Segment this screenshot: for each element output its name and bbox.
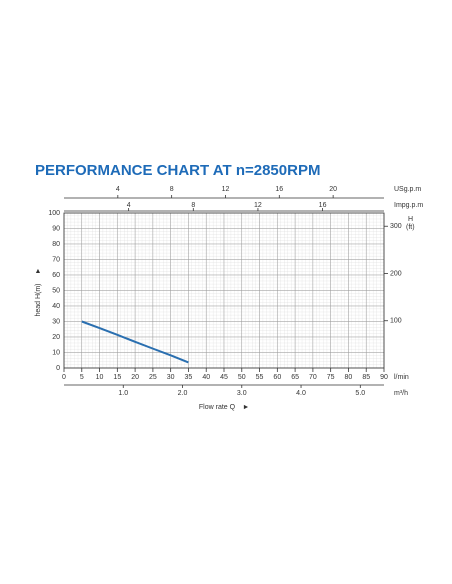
y-tick-label: 40 <box>52 303 60 310</box>
x-tick-label: 50 <box>238 374 246 381</box>
y-tick-label: 0 <box>56 365 60 372</box>
x-tick-label: 45 <box>220 374 228 381</box>
x-tick-label: 35 <box>185 374 193 381</box>
top-tick-label: 8 <box>170 186 174 193</box>
x-tick-label: 75 <box>327 374 335 381</box>
top-tick-label: 8 <box>191 202 195 209</box>
x-tick-label: 5 <box>80 374 84 381</box>
x-unit: l/min <box>394 374 409 381</box>
x-tick-label: 40 <box>202 374 210 381</box>
top-tick-label: 4 <box>116 186 120 193</box>
bottom2-tick-label: 2.0 <box>178 390 188 397</box>
y-tick-label: 80 <box>52 241 60 248</box>
y-tick-label: 10 <box>52 349 60 356</box>
chart-title: PERFORMANCE CHART AT n=2850RPM <box>35 162 320 179</box>
y-tick-label: 100 <box>48 210 60 217</box>
y-tick-label: 20 <box>52 334 60 341</box>
x-tick-label: 70 <box>309 374 317 381</box>
y-tick-label: 50 <box>52 287 60 294</box>
x-tick-label: 60 <box>273 374 281 381</box>
y2-tick-label: 100 <box>390 318 402 325</box>
x-tick-label: 0 <box>62 374 66 381</box>
y-tick-label: 70 <box>52 256 60 263</box>
y-tick-label: 60 <box>52 272 60 279</box>
bottom2-tick-label: 3.0 <box>237 390 247 397</box>
x-tick-label: 20 <box>131 374 139 381</box>
curve <box>81 320 189 364</box>
x-axis-label: Flow rate Q <box>199 404 236 411</box>
top-unit: USg.p.m <box>394 186 421 193</box>
bottom2-tick-label: 1.0 <box>118 390 128 397</box>
bottom2-tick-label: 4.0 <box>296 390 306 397</box>
bottom2-tick-label: 5.0 <box>355 390 365 397</box>
x-tick-label: 10 <box>96 374 104 381</box>
x-tick-label: 15 <box>113 374 121 381</box>
y-tick-label: 30 <box>52 318 60 325</box>
plot-frame <box>63 212 385 369</box>
top-tick-label: 12 <box>222 186 230 193</box>
x-tick-label: 85 <box>362 374 370 381</box>
x-tick-label: 30 <box>167 374 175 381</box>
x-tick-label: 80 <box>345 374 353 381</box>
y-axis-label: head H(m) <box>35 283 42 316</box>
top-tick-label: 16 <box>319 202 327 209</box>
top-tick-label: 16 <box>275 186 283 193</box>
top-unit: Impg.p.m <box>394 202 423 209</box>
y2-unit: (ft) <box>406 224 415 231</box>
arrow: ► <box>243 404 250 411</box>
top-tick-label: 4 <box>127 202 131 209</box>
y2-tick-label: 200 <box>390 270 402 277</box>
x-tick-label: 55 <box>256 374 264 381</box>
top-tick-label: 12 <box>254 202 262 209</box>
y2-label: H <box>408 216 413 223</box>
y2-tick-label: 300 <box>390 223 402 230</box>
bottom2-unit: m³/h <box>394 390 408 397</box>
arrow: ▲ <box>35 268 42 275</box>
x-tick-label: 65 <box>291 374 299 381</box>
x-tick-label: 25 <box>149 374 157 381</box>
top-tick-label: 20 <box>329 186 337 193</box>
y-tick-label: 90 <box>52 225 60 232</box>
x-tick-label: 90 <box>380 374 388 381</box>
